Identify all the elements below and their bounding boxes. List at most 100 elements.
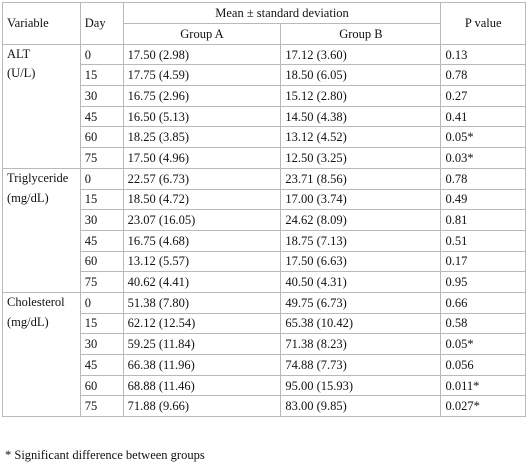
group-b-cell: 95.00 (15.93) xyxy=(280,374,442,397)
header-group-b: Group B xyxy=(280,22,442,45)
day-cell: 60 xyxy=(79,250,124,273)
group-a-cell: 51.38 (7.80) xyxy=(122,291,282,314)
table-row: 30 16.75 (2.96) 15.12 (2.80) 0.27 xyxy=(3,85,526,107)
group-a-cell: 18.50 (4.72) xyxy=(122,188,282,211)
p-value-cell: 0.41 xyxy=(440,105,526,128)
day-cell: 0 xyxy=(79,43,124,66)
group-a-cell: 18.25 (3.85) xyxy=(122,126,282,149)
table-row: 30 59.25 (11.84) 71.38 (8.23) 0.05* xyxy=(3,333,526,355)
variable-cell: Triglyceride (mg/dL) xyxy=(2,167,81,293)
group-b-cell: 12.50 (3.25) xyxy=(280,147,442,169)
group-b-cell: 18.50 (6.05) xyxy=(280,64,442,87)
table-row: 75 17.50 (4.96) 12.50 (3.25) 0.03* xyxy=(3,147,526,169)
table-header: Variable Day Mean ± standard deviation P… xyxy=(2,2,526,45)
group-b-cell: 15.12 (2.80) xyxy=(280,85,442,107)
header-p-value: P value xyxy=(440,2,526,45)
variable-name: Cholesterol xyxy=(7,294,65,309)
group-b-cell: 65.38 (10.42) xyxy=(280,312,442,335)
day-cell: 0 xyxy=(79,167,124,190)
day-cell: 60 xyxy=(79,374,124,397)
group-b-cell: 83.00 (9.85) xyxy=(280,395,442,418)
p-value-cell: 0.05* xyxy=(440,126,526,149)
group-b-cell: 14.50 (4.38) xyxy=(280,105,442,128)
p-value-cell: 0.78 xyxy=(440,64,526,87)
variable-name: Triglyceride xyxy=(7,170,69,185)
table-row: 15 18.50 (4.72) 17.00 (3.74) 0.49 xyxy=(3,188,526,211)
day-cell: 45 xyxy=(79,229,124,252)
table-row: 30 23.07 (16.05) 24.62 (8.09) 0.81 xyxy=(3,209,526,231)
p-value-cell: 0.03* xyxy=(440,147,526,169)
p-value-cell: 0.17 xyxy=(440,250,526,273)
group-b-cell: 24.62 (8.09) xyxy=(280,209,442,231)
day-cell: 60 xyxy=(79,126,124,149)
header-group-a: Group A xyxy=(122,22,282,45)
day-cell: 15 xyxy=(79,64,124,87)
table-row: 75 71.88 (9.66) 83.00 (9.85) 0.027* xyxy=(3,395,526,418)
group-a-cell: 68.88 (11.46) xyxy=(122,374,282,397)
day-cell: 30 xyxy=(79,333,124,355)
group-a-cell: 17.50 (4.96) xyxy=(122,147,282,169)
p-value-cell: 0.58 xyxy=(440,312,526,335)
header-row: Variable Day Mean ± standard deviation P… xyxy=(2,2,526,45)
results-table: Variable Day Mean ± standard deviation P… xyxy=(2,2,526,418)
group-a-cell: 40.62 (4.41) xyxy=(122,271,282,293)
group-b-cell: 17.50 (6.63) xyxy=(280,250,442,273)
group-b-cell: 74.88 (7.73) xyxy=(280,354,442,376)
p-value-cell: 0.011* xyxy=(440,374,526,397)
p-value-cell: 0.27 xyxy=(440,85,526,107)
variable-unit: (mg/dL) xyxy=(7,190,49,205)
day-cell: 75 xyxy=(79,147,124,169)
table-row: 15 17.75 (4.59) 18.50 (6.05) 0.78 xyxy=(3,64,526,87)
table-row: 60 18.25 (3.85) 13.12 (4.52) 0.05* xyxy=(3,126,526,149)
p-value-cell: 0.81 xyxy=(440,209,526,231)
day-cell: 75 xyxy=(79,395,124,418)
group-a-cell: 16.75 (4.68) xyxy=(122,229,282,252)
variable-unit: (mg/dL) xyxy=(7,314,49,329)
p-value-cell: 0.027* xyxy=(440,395,526,418)
header-mean-sd: Mean ± standard deviation xyxy=(122,2,442,24)
group-b-cell: 13.12 (4.52) xyxy=(280,126,442,149)
group-a-cell: 59.25 (11.84) xyxy=(122,333,282,355)
p-value-cell: 0.05* xyxy=(440,333,526,355)
day-cell: 45 xyxy=(79,105,124,128)
day-cell: 15 xyxy=(79,188,124,211)
footnote: * Significant difference between groups xyxy=(5,448,205,462)
p-value-cell: 0.95 xyxy=(440,271,526,293)
table-row: Cholesterol (mg/dL) 0 51.38 (7.80) 49.75 (6.… xyxy=(2,291,526,418)
group-b-cell: 23.71 (8.56) xyxy=(280,167,442,190)
day-cell: 0 xyxy=(79,291,124,314)
table-row: ALT (U/L) 0 17.50 (2.98) 17.12 (3.60) 0.13 xyxy=(2,43,526,169)
group-a-cell: 16.75 (2.96) xyxy=(122,85,282,107)
variable-unit: (U/L) xyxy=(7,66,36,81)
header-day: Day xyxy=(79,2,124,45)
table-row: 45 66.38 (11.96) 74.88 (7.73) 0.056 xyxy=(3,354,526,376)
header-variable: Variable xyxy=(2,2,81,45)
day-cell: 75 xyxy=(79,271,124,293)
table-row: 45 16.50 (5.13) 14.50 (4.38) 0.41 xyxy=(3,105,526,128)
group-b-cell: 71.38 (8.23) xyxy=(280,333,442,355)
variable-cell: ALT (U/L) xyxy=(2,43,81,169)
group-a-cell: 16.50 (5.13) xyxy=(122,105,282,128)
group-a-cell: 71.88 (9.66) xyxy=(122,395,282,418)
day-cell: 45 xyxy=(79,354,124,376)
group-a-cell: 17.50 (2.98) xyxy=(122,43,282,66)
table-row: Triglyceride (mg/dL) 0 22.57 (6.73) 23.71 (8… xyxy=(2,167,526,293)
table-row: 60 68.88 (11.46) 95.00 (15.93) 0.011* xyxy=(3,374,526,397)
group-a-cell: 22.57 (6.73) xyxy=(122,167,282,190)
group-b-cell: 40.50 (4.31) xyxy=(280,271,442,293)
p-value-cell: 0.51 xyxy=(440,229,526,252)
variable-cell: Cholesterol (mg/dL) xyxy=(2,291,81,418)
p-value-cell: 0.49 xyxy=(440,188,526,211)
group-b-cell: 18.75 (7.13) xyxy=(280,229,442,252)
day-cell: 15 xyxy=(79,312,124,335)
table-body: ALT (U/L) 0 17.50 (2.98) 17.12 (3.60) 0.13 15 1… xyxy=(2,43,526,418)
p-value-cell: 0.056 xyxy=(440,354,526,376)
group-a-cell: 23.07 (16.05) xyxy=(122,209,282,231)
p-value-cell: 0.78 xyxy=(440,167,526,190)
day-cell: 30 xyxy=(79,85,124,107)
variable-name: ALT xyxy=(7,46,31,61)
group-a-cell: 13.12 (5.57) xyxy=(122,250,282,273)
day-cell: 30 xyxy=(79,209,124,231)
p-value-cell: 0.66 xyxy=(440,291,526,314)
